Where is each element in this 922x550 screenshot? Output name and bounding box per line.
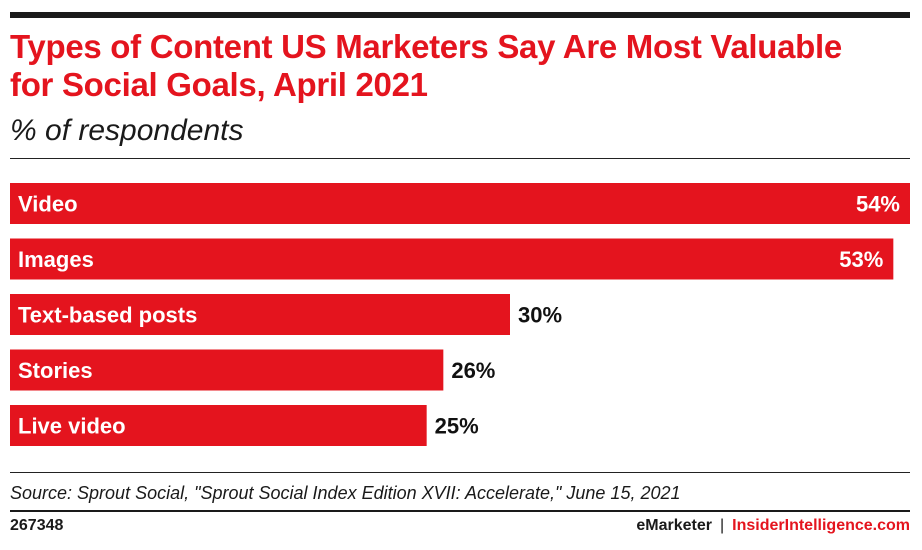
source-note: Source: Sprout Social, "Sprout Social In…: [10, 483, 681, 503]
top-rule: [10, 12, 910, 18]
chart-bottom-divider: [10, 472, 910, 473]
category-label: Images: [18, 247, 94, 272]
value-label: 25%: [435, 414, 479, 439]
category-label: Live video: [18, 414, 126, 439]
category-label: Text-based posts: [18, 303, 197, 328]
brand-separator: |: [720, 517, 725, 534]
bar-text-based-posts: [10, 294, 510, 335]
chart-id: 267348: [10, 517, 64, 534]
category-label: Stories: [18, 358, 93, 383]
bar-images: [10, 238, 894, 280]
brand-credit: eMarketer | InsiderIntelligence.com: [636, 517, 910, 535]
header-divider: [10, 158, 910, 159]
footer-divider: [10, 510, 910, 512]
chart-subtitle: % of respondents: [10, 114, 244, 147]
bar-video: [10, 183, 910, 224]
bar-chart: Video 54% Images 53% Text-based posts 30% Stor…: [10, 183, 910, 446]
bar-stories: [10, 349, 444, 391]
bar-live-video: [10, 405, 427, 446]
value-label: 53%: [839, 247, 883, 272]
value-label: 26%: [451, 358, 495, 383]
category-label: Video: [18, 192, 78, 217]
value-label: 54%: [856, 192, 900, 217]
chart-title: Types of Content US Marketers Say Are Mo…: [10, 28, 842, 103]
brand-insider-intelligence: InsiderIntelligence.com: [732, 517, 910, 534]
brand-emarketer: eMarketer: [636, 517, 713, 534]
value-label: 30%: [518, 303, 562, 328]
